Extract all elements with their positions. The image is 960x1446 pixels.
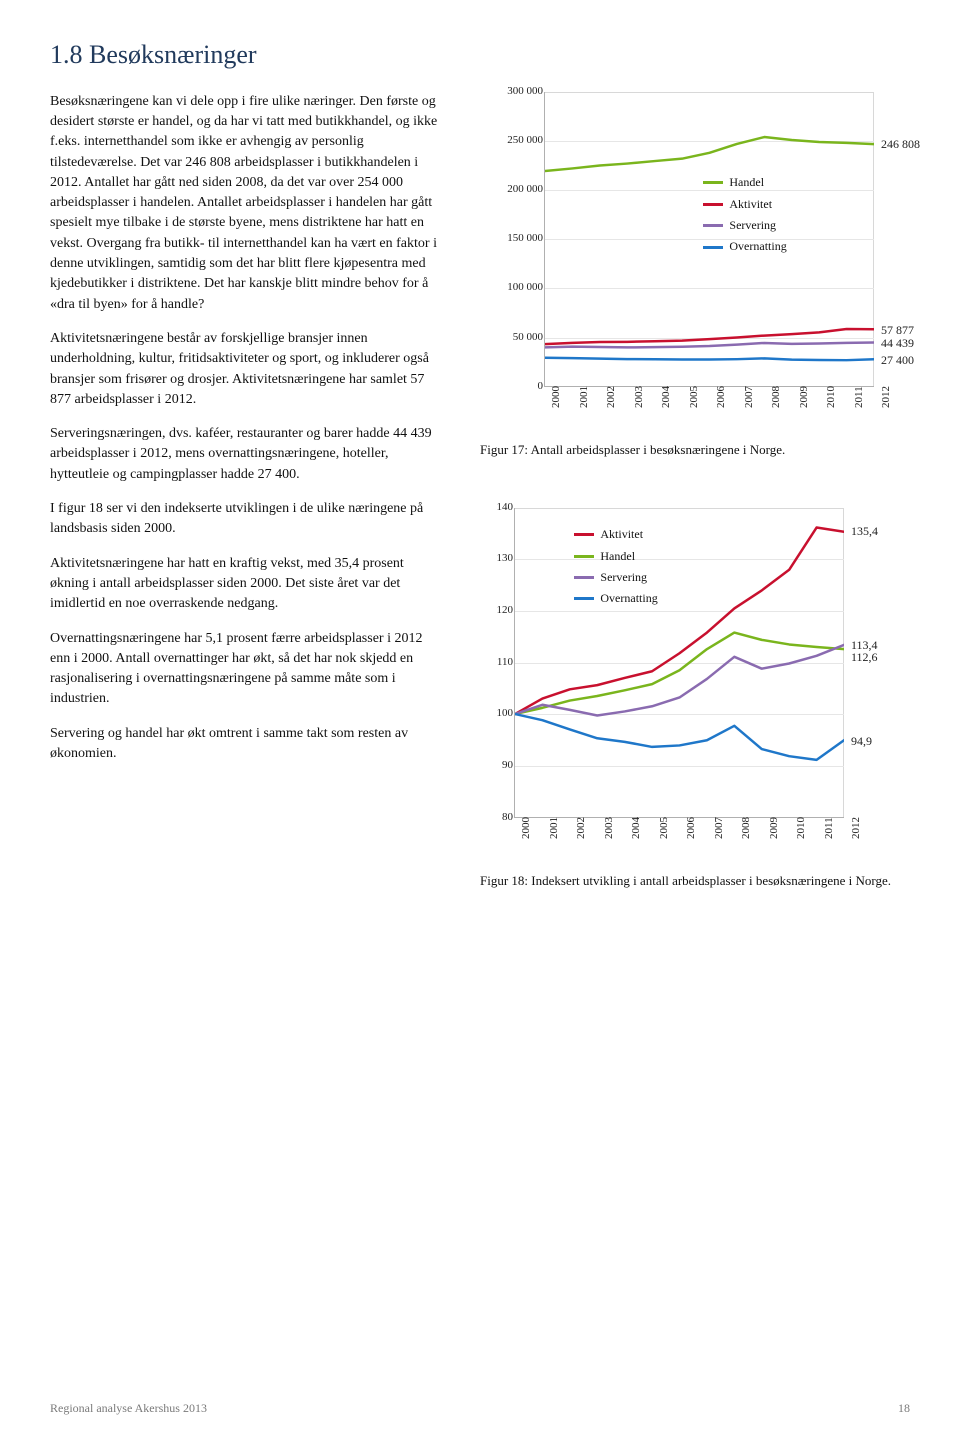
y-axis-label: 140	[453, 500, 513, 516]
paragraph: Overnattingsnæringene har 5,1 prosent fæ…	[50, 629, 444, 710]
chart-18: 8090100110120130140200020012002200320042…	[480, 508, 910, 862]
paragraph: Besøksnæringene kan vi dele opp i fire u…	[50, 92, 444, 315]
series-end-label: 94,9	[851, 733, 872, 750]
legend-item: Overnatting	[703, 238, 786, 255]
legend-label: Handel	[600, 548, 635, 565]
page-heading: 1.8 Besøksnæringer	[50, 36, 910, 74]
legend-item: Servering	[703, 217, 786, 234]
legend-item: Overnatting	[574, 590, 657, 607]
x-axis-label: 2003	[632, 386, 648, 408]
legend-item: Aktivitet	[574, 526, 657, 543]
chart-caption: Figur 18: Indeksert utvikling i antall a…	[480, 872, 910, 891]
right-column: 050 000100 000150 000200 000250 000300 0…	[480, 92, 910, 911]
left-column: Besøksnæringene kan vi dele opp i fire u…	[50, 92, 444, 911]
y-axis-label: 0	[483, 379, 543, 395]
y-axis-label: 100 000	[483, 280, 543, 296]
x-axis-label: 2011	[852, 386, 868, 408]
y-axis-label: 300 000	[483, 84, 543, 100]
y-axis-label: 110	[453, 655, 513, 671]
x-axis-label: 2006	[714, 386, 730, 408]
x-axis-label: 2009	[767, 817, 783, 839]
x-axis-label: 2010	[794, 817, 810, 839]
series-end-label: 112,6	[851, 649, 878, 666]
legend-swatch	[574, 576, 594, 579]
y-axis-label: 100	[453, 706, 513, 722]
footer-title: Regional analyse Akershus 2013	[50, 1400, 207, 1417]
chart-plot-area: 8090100110120130140200020012002200320042…	[514, 508, 844, 818]
legend-item: Aktivitet	[703, 196, 786, 213]
y-axis-label: 80	[453, 810, 513, 826]
x-axis-label: 2011	[822, 817, 838, 839]
legend-item: Servering	[574, 569, 657, 586]
legend-label: Aktivitet	[729, 196, 772, 213]
legend-label: Overnatting	[729, 238, 786, 255]
chart-legend: Aktivitet Handel Servering Overnatting	[574, 526, 657, 612]
chart-plot-area: 050 000100 000150 000200 000250 000300 0…	[544, 92, 874, 387]
legend-swatch	[574, 555, 594, 558]
paragraph: Servering og handel har økt omtrent i sa…	[50, 724, 444, 765]
legend-swatch	[703, 224, 723, 227]
series-end-label: 44 439	[881, 335, 914, 352]
paragraph: Serveringsnæringen, dvs. kaféer, restaur…	[50, 424, 444, 485]
x-axis-label: 2008	[739, 817, 755, 839]
legend-swatch	[703, 181, 723, 184]
paragraph: Aktivitetsnæringene har hatt en kraftig …	[50, 554, 444, 615]
x-axis-label: 2009	[797, 386, 813, 408]
x-axis-label: 2007	[712, 817, 728, 839]
paragraph: Aktivitetsnæringene består av forskjelli…	[50, 329, 444, 410]
x-axis-label: 2003	[602, 817, 618, 839]
legend-swatch	[574, 597, 594, 600]
y-axis-label: 120	[453, 603, 513, 619]
x-axis-label: 2001	[547, 817, 563, 839]
chart-17: 050 000100 000150 000200 000250 000300 0…	[480, 92, 910, 431]
x-axis-label: 2004	[629, 817, 645, 839]
y-axis-label: 50 000	[483, 330, 543, 346]
x-axis-label: 2000	[519, 817, 535, 839]
footer-page-number: 18	[898, 1400, 910, 1417]
y-axis-label: 90	[453, 758, 513, 774]
x-axis-label: 2002	[574, 817, 590, 839]
legend-label: Aktivitet	[600, 526, 643, 543]
x-axis-label: 2000	[549, 386, 565, 408]
x-axis-label: 2005	[657, 817, 673, 839]
series-end-label: 246 808	[881, 136, 920, 153]
x-axis-label: 2004	[659, 386, 675, 408]
x-axis-label: 2012	[849, 817, 865, 839]
legend-item: Handel	[703, 174, 786, 191]
legend-swatch	[703, 203, 723, 206]
series-end-label: 135,4	[851, 523, 878, 540]
legend-item: Handel	[574, 548, 657, 565]
x-axis-label: 2002	[604, 386, 620, 408]
x-axis-label: 2006	[684, 817, 700, 839]
legend-swatch	[703, 246, 723, 249]
chart-legend: Handel Aktivitet Servering Overnatting	[703, 174, 786, 260]
y-axis-label: 130	[453, 551, 513, 567]
x-axis-label: 2008	[769, 386, 785, 408]
y-axis-label: 200 000	[483, 182, 543, 198]
x-axis-label: 2001	[577, 386, 593, 408]
legend-label: Handel	[729, 174, 764, 191]
x-axis-label: 2012	[879, 386, 895, 408]
paragraph: I figur 18 ser vi den indekserte utvikli…	[50, 499, 444, 540]
series-end-label: 27 400	[881, 352, 914, 369]
x-axis-label: 2005	[687, 386, 703, 408]
content-row: Besøksnæringene kan vi dele opp i fire u…	[50, 92, 910, 911]
legend-label: Overnatting	[600, 590, 657, 607]
legend-swatch	[574, 533, 594, 536]
legend-label: Servering	[600, 569, 647, 586]
legend-label: Servering	[729, 217, 776, 234]
y-axis-label: 150 000	[483, 231, 543, 247]
y-axis-label: 250 000	[483, 133, 543, 149]
x-axis-label: 2007	[742, 386, 758, 408]
chart-caption: Figur 17: Antall arbeidsplasser i besøks…	[480, 441, 910, 460]
x-axis-label: 2010	[824, 386, 840, 408]
